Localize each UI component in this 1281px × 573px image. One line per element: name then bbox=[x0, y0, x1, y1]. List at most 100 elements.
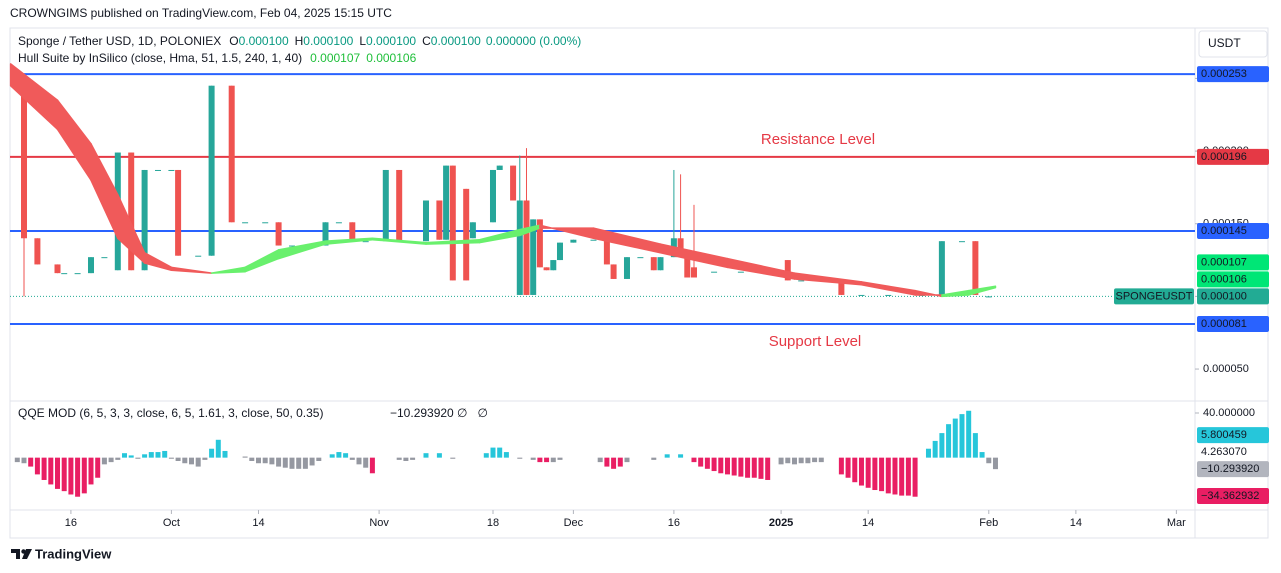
qqe-bar bbox=[423, 453, 429, 458]
candle-body bbox=[510, 165, 517, 201]
qqe-bar bbox=[75, 457, 81, 497]
qqe-bar bbox=[912, 457, 918, 497]
qqe-bar bbox=[410, 457, 416, 460]
qqe-bar bbox=[61, 457, 67, 492]
candle-body bbox=[74, 273, 81, 275]
hull-band bbox=[967, 285, 997, 296]
price-badge bbox=[1197, 223, 1269, 240]
qqe-bar bbox=[282, 457, 288, 468]
qqe-bar bbox=[155, 452, 161, 458]
candle-body bbox=[141, 169, 148, 271]
qqe-bar bbox=[28, 457, 34, 467]
qqe-bar bbox=[188, 457, 194, 465]
qqe-legend: QQE MOD (6, 5, 3, 3, close, 6, 5, 1.61, … bbox=[18, 406, 323, 420]
candle-body bbox=[938, 241, 945, 295]
currency-box[interactable] bbox=[1198, 30, 1268, 58]
qqe-bar bbox=[979, 452, 985, 458]
candle-body bbox=[985, 296, 992, 298]
candle-body bbox=[590, 239, 597, 241]
candle-body bbox=[362, 241, 369, 243]
qqe-bar bbox=[363, 457, 369, 468]
x-tick-label: 14 bbox=[252, 517, 264, 529]
qqe-bar bbox=[88, 457, 94, 485]
price-badge bbox=[1197, 488, 1269, 505]
footer: TradingView bbox=[35, 546, 112, 561]
qqe-bar bbox=[209, 448, 215, 458]
price-badge-label: 0.000106 bbox=[1201, 273, 1247, 285]
symbol-title: Sponge / Tether USD, 1D, POLONIEX bbox=[18, 34, 221, 48]
price-badge-label: −10.293920 bbox=[1201, 463, 1259, 475]
ohlc-key: H bbox=[295, 34, 304, 48]
qqe-bar bbox=[704, 457, 710, 469]
qqe-bar bbox=[168, 457, 174, 459]
qqe-bar bbox=[450, 457, 456, 459]
ohlc-key: C bbox=[422, 34, 431, 48]
candle-body bbox=[422, 200, 429, 242]
qqe-bar bbox=[544, 457, 550, 463]
annotation: Support Level bbox=[769, 333, 862, 350]
qqe-bar bbox=[309, 457, 315, 466]
symbol-badge bbox=[1114, 288, 1194, 305]
candle-body bbox=[543, 267, 550, 271]
qqe-bar bbox=[81, 457, 87, 494]
qqe-bar bbox=[798, 457, 804, 464]
candle-body bbox=[195, 255, 202, 257]
x-tick-label: 14 bbox=[862, 517, 874, 529]
qqe-bar bbox=[128, 455, 134, 458]
qqe-bar bbox=[946, 424, 952, 458]
qqe-bar bbox=[550, 457, 556, 463]
candle-body bbox=[335, 222, 342, 224]
qqe-bar bbox=[269, 457, 275, 465]
qqe-bar bbox=[972, 433, 978, 458]
candle-body bbox=[885, 294, 892, 296]
qqe-bar bbox=[336, 452, 342, 458]
candle-body bbox=[349, 222, 356, 242]
plot: 0.0000500.0001000.0001500.0002000.000250… bbox=[9, 63, 1269, 529]
qqe-bar bbox=[925, 448, 931, 458]
candle-body bbox=[168, 169, 175, 171]
qqe-bar bbox=[148, 452, 154, 458]
qqe-bar bbox=[738, 457, 744, 477]
qqe-bar bbox=[356, 457, 362, 465]
ohlc-value: 0.000100 bbox=[239, 34, 289, 48]
qqe-bar bbox=[517, 457, 523, 459]
candle-body bbox=[21, 85, 28, 239]
logo-shape bbox=[11, 549, 20, 559]
price-badge bbox=[1197, 254, 1269, 271]
qqe-bar bbox=[678, 454, 684, 458]
candle-body bbox=[684, 249, 691, 278]
candle-body bbox=[784, 260, 791, 281]
qqe-bar bbox=[242, 456, 248, 458]
candle-body bbox=[972, 241, 979, 295]
candle-body bbox=[128, 152, 135, 271]
qqe-bar bbox=[436, 453, 442, 458]
candle-body bbox=[449, 165, 456, 281]
price-badge-label: 0.000107 bbox=[1201, 256, 1247, 268]
qqe-bar bbox=[785, 457, 791, 464]
candle-body bbox=[489, 169, 496, 223]
qqe-bar bbox=[122, 453, 128, 458]
qqe-bar bbox=[966, 410, 972, 458]
qqe-bar bbox=[215, 439, 221, 458]
candle-body bbox=[154, 169, 161, 171]
qqe-bar bbox=[858, 457, 864, 486]
x-tick-label: Nov bbox=[369, 517, 389, 529]
price-badge-label: 5.800459 bbox=[1201, 429, 1247, 441]
candle-body bbox=[469, 222, 476, 239]
qqe-bar bbox=[724, 457, 730, 475]
price-badge-label: −34.362932 bbox=[1201, 490, 1259, 502]
candle-body bbox=[570, 239, 577, 243]
candle-body bbox=[262, 222, 269, 224]
candle-body bbox=[34, 238, 41, 265]
qqe-bar bbox=[711, 457, 717, 472]
qqe-bar bbox=[162, 450, 168, 458]
candle-body bbox=[516, 200, 523, 295]
qqe-bar bbox=[316, 457, 322, 461]
qqe-bar bbox=[691, 457, 697, 463]
price-badge bbox=[1197, 316, 1269, 333]
qqe-bar bbox=[55, 457, 61, 489]
qqe-bar bbox=[34, 457, 40, 475]
annotation: Resistance Level bbox=[761, 131, 875, 148]
qqe-bar bbox=[557, 457, 563, 460]
